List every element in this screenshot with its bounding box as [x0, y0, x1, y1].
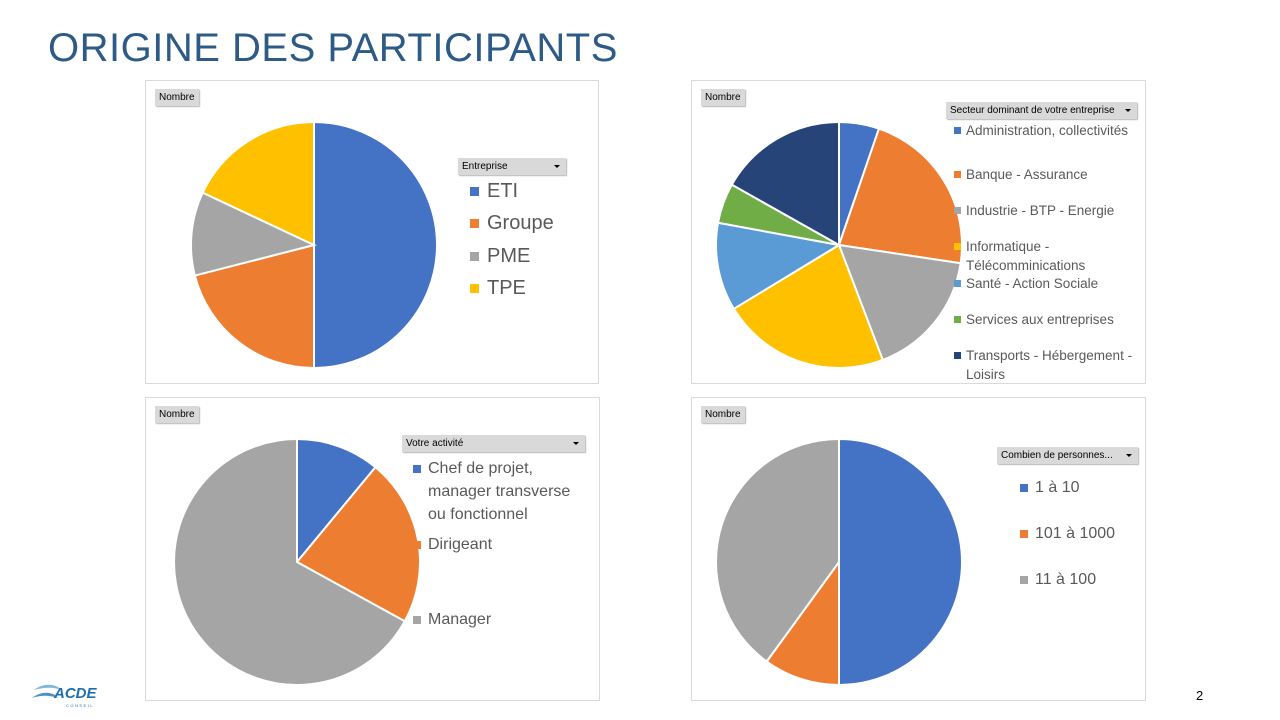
legend-swatch: [954, 207, 961, 214]
legend-label: 11 à 100: [1035, 571, 1097, 588]
field-button-nombre[interactable]: Nombre: [701, 406, 745, 423]
field-button-nombre[interactable]: Nombre: [155, 89, 199, 106]
legend-label: Banque - Assurance: [966, 167, 1088, 182]
legend-label: Services aux entreprises: [966, 312, 1114, 327]
pie-slice-manager[interactable]: [173, 437, 407, 686]
slide-title: ORIGINE DES PARTICIPANTS: [48, 26, 618, 70]
legend-swatch: [470, 186, 479, 196]
pie-chart-personnes: [715, 437, 963, 687]
legend-swatch: [470, 283, 479, 293]
legend-item-administration-collectivites[interactable]: Administration, collectivités: [954, 121, 1134, 140]
pie-slice-groupe[interactable]: [193, 243, 315, 370]
pie-chart-activite: [173, 437, 421, 686]
legend-swatch: [954, 280, 961, 287]
acde-logo: ACDE CONSEIL: [32, 684, 97, 708]
legend-item-pme[interactable]: PME: [470, 244, 580, 268]
legend-item-groupe[interactable]: Groupe: [470, 211, 580, 235]
legend-label: 1 à 10: [1035, 479, 1080, 496]
legend-item-transports-hebergement-loisirs[interactable]: Transports - Hébergement - Loisirs: [954, 346, 1134, 384]
pie-slice-101-a-1000[interactable]: [765, 558, 840, 687]
legend-label: Santé - Action Sociale: [966, 276, 1099, 291]
legend-label: TPE: [487, 277, 526, 299]
legend-item-banque-assurance[interactable]: Banque - Assurance: [954, 165, 1134, 184]
filter-button-entreprise[interactable]: Entreprise: [458, 158, 566, 175]
filter-button-personnes[interactable]: Combien de personnes...: [997, 447, 1138, 464]
legend-swatch: [1020, 484, 1028, 492]
legend-label: Informatique - Télécomminications: [966, 239, 1086, 273]
legend-item-sante-action-sociale[interactable]: Santé - Action Sociale: [954, 274, 1134, 293]
pie-slice-sante-action-sociale[interactable]: [715, 221, 842, 311]
pie-chart-entreprise: [190, 120, 438, 370]
legend-label: Groupe: [487, 212, 554, 234]
field-button-nombre[interactable]: Nombre: [155, 406, 199, 423]
chart-panel-activite: Nombre Votre activité Chef de projet, ma…: [145, 397, 600, 701]
filter-label: Secteur dominant de votre entreprise: [950, 105, 1115, 116]
legend-item-1-a-10[interactable]: 1 à 10: [1020, 478, 1130, 498]
pie-chart-secteur: [715, 120, 963, 369]
pie-slice-tpe[interactable]: [201, 120, 315, 247]
filter-button-secteur[interactable]: Secteur dominant de votre entreprise: [946, 102, 1137, 119]
legend-item-eti[interactable]: ETI: [470, 179, 580, 203]
page-number: 2: [1196, 688, 1204, 703]
chart-panel-secteur: Nombre Secteur dominant de votre entrepr…: [691, 80, 1146, 384]
legend-swatch: [1020, 530, 1028, 538]
legend-item-manager[interactable]: Manager: [413, 608, 578, 631]
legend-label: Chef de projet, manager transverse ou fo…: [428, 460, 571, 523]
legend-swatch: [470, 251, 479, 261]
filter-button-activite[interactable]: Votre activité: [402, 435, 585, 452]
legend-item-informatique-telecomminications[interactable]: Informatique - Télécomminications: [954, 237, 1134, 275]
legend-item-services-aux-entreprises[interactable]: Services aux entreprises: [954, 310, 1134, 329]
logo-subtext: CONSEIL: [66, 703, 94, 708]
legend-label: Industrie - BTP - Energie: [966, 203, 1115, 218]
pie-slice-informatique-telecomminications[interactable]: [732, 243, 885, 369]
legend-swatch: [954, 171, 961, 178]
pie-slice-banque-assurance[interactable]: [837, 127, 963, 265]
legend-swatch: [413, 540, 421, 549]
legend-item-101-a-1000[interactable]: 101 à 1000: [1020, 524, 1130, 544]
legend-item-dirigeant[interactable]: Dirigeant: [413, 533, 578, 556]
pie-slice-eti[interactable]: [313, 120, 438, 370]
filter-label: Votre activité: [406, 438, 464, 449]
filter-label: Entreprise: [462, 161, 508, 172]
legend-item-11-a-100[interactable]: 11 à 100: [1020, 570, 1130, 590]
legend-swatch: [954, 243, 961, 250]
pie-slice-transports-hebergement-loisirs[interactable]: [730, 120, 840, 247]
pie-slice-dirigeant[interactable]: [295, 465, 421, 623]
legend-item-industrie-btp-energie[interactable]: Industrie - BTP - Energie: [954, 201, 1134, 220]
legend-label: Manager: [428, 611, 492, 628]
dropdown-arrow-icon: [554, 165, 560, 168]
chart-panel-entreprise: Nombre Entreprise ETI Groupe PME TPE: [145, 80, 599, 384]
legend-swatch: [1020, 576, 1028, 584]
legend-label: Transports - Hébergement - Loisirs: [966, 348, 1133, 382]
legend-item-tpe[interactable]: TPE: [470, 276, 580, 300]
legend-label: Administration, collectivités: [966, 123, 1129, 138]
pie-slice-pme[interactable]: [190, 191, 317, 277]
dropdown-arrow-icon: [573, 442, 579, 445]
pie-slice-chef-de-projet-manager-transverse-ou-fonctionnel[interactable]: [296, 437, 377, 565]
legend-swatch: [954, 352, 961, 359]
filter-label: Combien de personnes...: [1001, 450, 1113, 461]
pie-slice-1-a-10[interactable]: [838, 437, 963, 687]
dropdown-arrow-icon: [1125, 109, 1131, 112]
field-button-nombre[interactable]: Nombre: [701, 89, 745, 106]
pie-slice-11-a-100[interactable]: [715, 437, 840, 663]
legend-swatch: [470, 218, 479, 228]
legend-swatch: [954, 127, 961, 134]
legend-label: ETI: [487, 180, 519, 202]
legend-swatch: [413, 615, 421, 624]
legend-label: PME: [487, 245, 531, 267]
legend-label: 101 à 1000: [1035, 525, 1116, 542]
legend-label: Dirigeant: [428, 536, 493, 553]
chart-panel-personnes: Nombre Combien de personnes... 1 à 10 101…: [691, 397, 1146, 701]
dropdown-arrow-icon: [1126, 454, 1132, 457]
legend-swatch: [413, 464, 421, 473]
legend-swatch: [954, 316, 961, 323]
logo-text: ACDE: [53, 685, 97, 702]
legend-item-chef-de-projet-manager-transverse-ou-fonctionnel[interactable]: Chef de projet, manager transverse ou fo…: [413, 457, 578, 526]
pie-slice-industrie-btp-energie[interactable]: [837, 243, 962, 362]
